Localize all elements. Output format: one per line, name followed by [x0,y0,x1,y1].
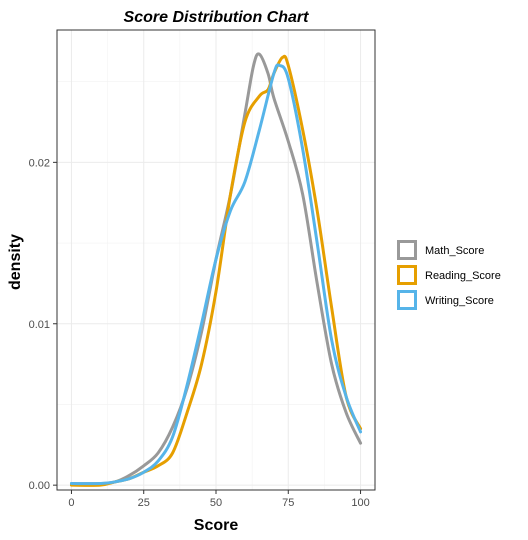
y-tick-label: 0.02 [29,157,50,169]
legend: Math_Score Reading_Score Writing_Score [397,240,501,310]
plot-panel: 0 25 50 75 100 0.00 0.01 0.02 [29,29,376,509]
legend-item-math-score: Math_Score [397,240,484,260]
legend-key [397,290,417,310]
x-tick-label: 25 [138,497,150,509]
legend-key [397,240,417,260]
chart-title: Score Distribution Chart [124,9,310,26]
legend-label: Reading_Score [425,270,501,282]
x-tick-label: 50 [210,497,222,509]
density-line-writing-score [69,63,363,486]
legend-key [397,265,417,285]
legend-label: Writing_Score [425,295,494,307]
y-axis-title: density [7,234,24,290]
x-tick-label: 75 [282,497,294,509]
x-tick-label: 0 [68,497,74,509]
y-tick-label: 0.00 [29,480,50,492]
legend-item-reading-score: Reading_Score [397,265,501,285]
y-tick-label: 0.01 [29,319,50,331]
legend-label: Math_Score [425,245,484,257]
legend-item-writing-score: Writing_Score [397,290,494,310]
x-tick-label: 100 [351,497,369,509]
x-axis-title: Score [194,517,239,534]
